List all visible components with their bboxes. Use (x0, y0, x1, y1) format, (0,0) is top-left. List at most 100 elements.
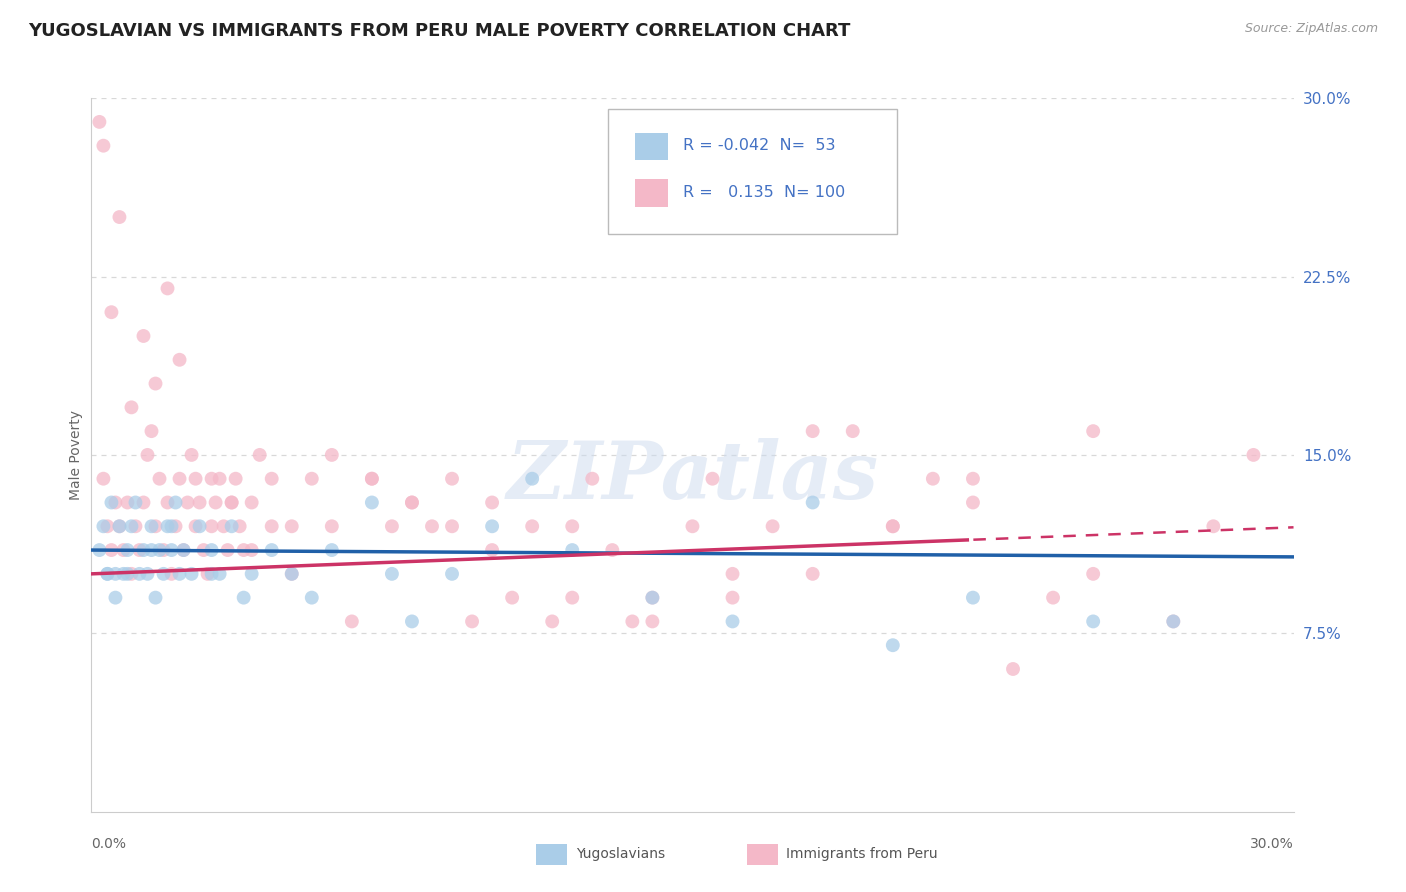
Point (340, 615, 363, 629)
Point (104, 566, 127, 581)
Point (124, 495, 146, 509)
Point (108, 519, 131, 533)
Point (1042, 591, 1064, 605)
Point (152, 566, 174, 581)
Point (249, 448, 271, 462)
Point (841, 424, 863, 438)
Point (160, 519, 183, 533)
Point (180, 448, 202, 462)
Point (173, 543, 195, 558)
Point (321, 448, 343, 462)
Point (184, 472, 207, 486)
Point (208, 566, 231, 581)
Point (221, 519, 243, 533)
Point (481, 519, 503, 533)
Point (89, 543, 111, 558)
Point (169, 352, 191, 367)
Point (762, 519, 785, 533)
Point (641, 615, 664, 629)
Point (721, 615, 744, 629)
Point (96, 566, 118, 581)
Point (136, 566, 159, 581)
Point (104, 591, 127, 605)
Point (501, 591, 523, 605)
Point (201, 472, 224, 486)
Point (281, 566, 304, 581)
Point (561, 543, 583, 558)
Point (801, 495, 824, 509)
Point (128, 543, 150, 558)
Point (232, 543, 254, 558)
Point (962, 495, 984, 509)
Point (581, 472, 603, 486)
Point (100, 495, 122, 509)
Point (176, 495, 198, 509)
Point (441, 472, 464, 486)
Point (641, 591, 664, 605)
Point (89, 115, 111, 129)
Point (201, 566, 224, 581)
Point (173, 543, 195, 558)
Text: 0.0%: 0.0% (91, 837, 127, 851)
Point (212, 519, 235, 533)
Point (165, 519, 187, 533)
Point (420, 519, 443, 533)
Point (201, 519, 224, 533)
FancyBboxPatch shape (609, 109, 897, 234)
Point (160, 566, 183, 581)
Text: R = -0.042  N=  53: R = -0.042 N= 53 (683, 138, 835, 153)
Point (136, 448, 159, 462)
Point (169, 472, 191, 486)
Point (240, 566, 263, 581)
Point (1161, 615, 1184, 629)
Point (221, 495, 243, 509)
Point (152, 543, 174, 558)
Point (145, 376, 167, 391)
Point (160, 543, 183, 558)
Point (141, 519, 163, 533)
Point (93, 138, 115, 153)
Point (461, 615, 484, 629)
Text: Source: ZipAtlas.com: Source: ZipAtlas.com (1244, 22, 1378, 36)
Point (93, 472, 115, 486)
Point (441, 519, 464, 533)
Point (1083, 615, 1105, 629)
Point (561, 591, 583, 605)
Point (221, 495, 243, 509)
Point (145, 591, 167, 605)
Point (145, 519, 167, 533)
FancyBboxPatch shape (747, 844, 778, 865)
Point (260, 543, 283, 558)
Text: Yugoslavians: Yugoslavians (576, 847, 665, 861)
Point (188, 495, 211, 509)
Point (128, 566, 150, 581)
Point (721, 591, 744, 605)
Point (165, 495, 187, 509)
Point (962, 591, 984, 605)
Text: YUGOSLAVIAN VS IMMIGRANTS FROM PERU MALE POVERTY CORRELATION CHART: YUGOSLAVIAN VS IMMIGRANTS FROM PERU MALE… (28, 22, 851, 40)
Point (1161, 615, 1184, 629)
FancyBboxPatch shape (536, 844, 568, 865)
Point (360, 495, 382, 509)
Point (156, 281, 179, 295)
Point (401, 615, 423, 629)
Point (882, 638, 904, 652)
Point (93, 519, 115, 533)
Point (801, 566, 824, 581)
FancyBboxPatch shape (634, 133, 668, 161)
Point (281, 566, 304, 581)
Text: Immigrants from Peru: Immigrants from Peru (786, 847, 938, 861)
Point (108, 210, 131, 224)
Point (100, 305, 122, 319)
Point (228, 519, 250, 533)
Point (301, 472, 323, 486)
Point (681, 519, 703, 533)
Point (188, 519, 211, 533)
Point (541, 615, 564, 629)
Point (108, 519, 131, 533)
Point (117, 566, 139, 581)
Point (1001, 662, 1024, 676)
Point (360, 472, 382, 486)
Point (441, 566, 464, 581)
Point (621, 615, 644, 629)
